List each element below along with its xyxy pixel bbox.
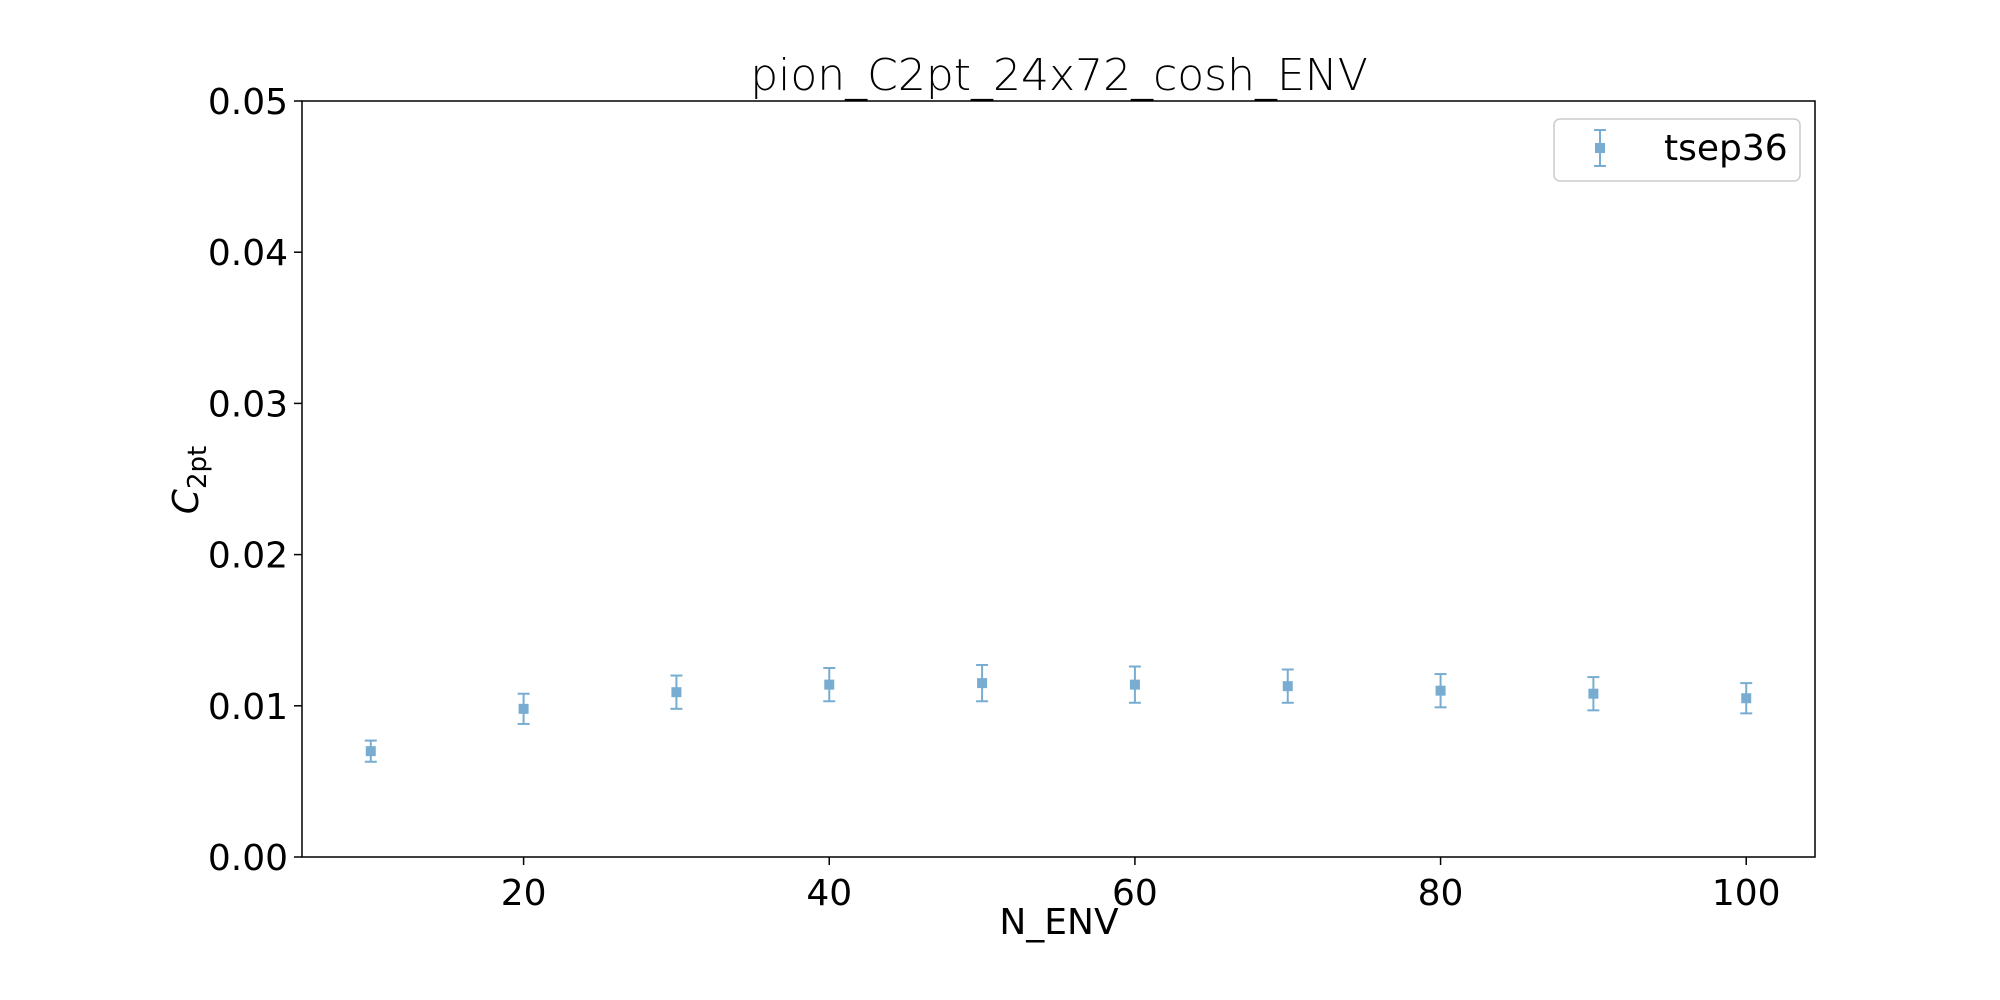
y-axis-label-sub: 2pt (183, 446, 213, 489)
y-axis-label: C2pt (166, 446, 213, 514)
data-point-0-1 (517, 692, 530, 725)
marker-0-9 (1741, 693, 1752, 704)
y-tick-label-5: 0.05 (208, 82, 288, 123)
marker-0-7 (1435, 685, 1446, 696)
marker-0-5 (1129, 679, 1140, 690)
marker-0-3 (824, 679, 835, 690)
data-point-0-2 (670, 674, 683, 710)
marker-0-8 (1588, 688, 1599, 699)
legend-frame (1553, 118, 1801, 182)
y-tick-label-3: 0.03 (208, 384, 288, 425)
y-tick-label-2: 0.02 (208, 536, 288, 577)
x-tick-label-0: 20 (501, 873, 547, 914)
legend: tsep36 (1553, 118, 1801, 182)
legend-square-marker (1595, 143, 1605, 153)
data-point-0-5 (1128, 665, 1141, 704)
marker-0-4 (977, 678, 988, 689)
marker-0-2 (671, 687, 682, 698)
x-tick-label-4: 100 (1712, 873, 1781, 914)
data-point-0-6 (1281, 668, 1294, 704)
data-point-0-9 (1740, 682, 1753, 715)
plot-frame (301, 100, 1816, 858)
marker-0-6 (1282, 681, 1293, 692)
marker-0-0 (365, 746, 376, 757)
y-tick-label-4: 0.04 (208, 233, 288, 274)
legend-label-tsep36: tsep36 (1664, 128, 1788, 169)
marker-0-1 (518, 703, 529, 714)
chart-title: pion_C2pt_24x72_cosh_ENV (750, 50, 1368, 101)
y-tick-label-0: 0.00 (208, 838, 288, 879)
data-point-0-3 (823, 667, 836, 703)
x-tick-label-3: 80 (1418, 873, 1464, 914)
legend-marker-tsep36 (1594, 129, 1606, 167)
y-axis-label-main: C (166, 488, 207, 514)
y-tick-label-1: 0.01 (208, 687, 288, 728)
plot-area: 20 40 60 80 100 0.00 0.01 0.02 0.03 0.04 0.05 (208, 82, 1816, 914)
legend-marker-glyph (1594, 129, 1606, 167)
data-point-0-8 (1587, 676, 1600, 712)
data-point-0-4 (976, 663, 989, 703)
data-point-0-7 (1434, 673, 1447, 709)
x-tick-label-1: 40 (806, 873, 852, 914)
x-axis-label: N_ENV (999, 902, 1119, 943)
x-tick-label-2: 60 (1112, 873, 1158, 914)
data-point-0-0 (364, 739, 377, 763)
